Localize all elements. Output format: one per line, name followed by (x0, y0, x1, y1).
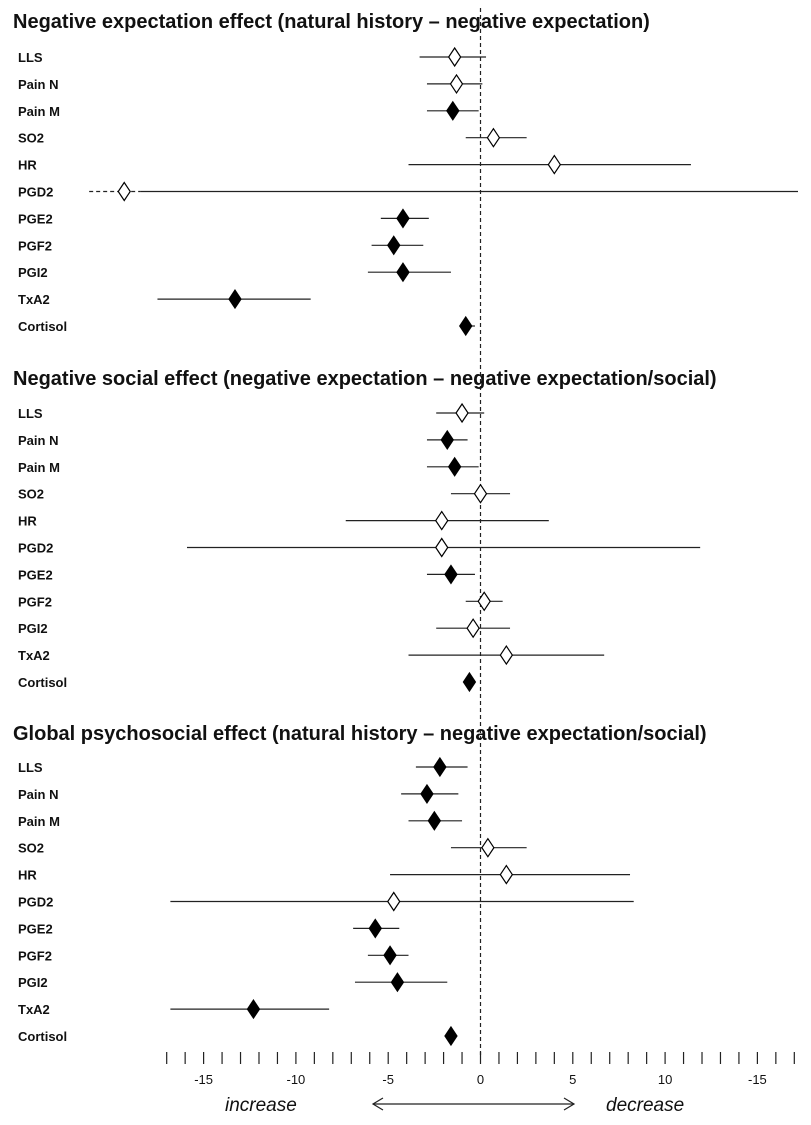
row-label-lls: LLS (18, 406, 43, 421)
estimate-marker-filled (388, 236, 400, 254)
estimate-marker-open (500, 646, 512, 664)
row-label-pgf2: PGF2 (18, 948, 52, 963)
row-label-pgd2: PGD2 (18, 895, 53, 910)
estimate-marker-open (436, 539, 448, 557)
estimate-marker-filled (391, 973, 403, 991)
estimate-marker-open (449, 48, 461, 66)
panel-title-2: Negative social effect (negative expecta… (13, 368, 717, 390)
estimate-marker-filled (449, 458, 461, 476)
estimate-marker-filled (447, 102, 459, 120)
row-label-pgi2: PGI2 (18, 975, 48, 990)
axis-tick-label: -15 (194, 1072, 213, 1087)
row-label-pge2: PGE2 (18, 567, 53, 582)
row-label-pgd2: PGD2 (18, 541, 53, 556)
estimate-marker-open (118, 183, 130, 201)
panel-title-3: Global psychosocial effect (natural hist… (13, 723, 707, 745)
estimate-marker-open (478, 592, 490, 610)
estimate-marker-filled (441, 431, 453, 449)
estimate-marker-filled (229, 290, 241, 308)
row-label-hr: HR (18, 514, 37, 529)
row-label-pain-m: Pain M (18, 814, 60, 829)
axis-tick-label: -10 (287, 1072, 306, 1087)
row-label-txa2: TxA2 (18, 648, 50, 663)
estimate-marker-open (487, 129, 499, 147)
row-label-pgi2: PGI2 (18, 265, 48, 280)
row-label-hr: HR (18, 868, 37, 883)
estimate-marker-filled (434, 758, 446, 776)
axis-tick-label: 5 (569, 1072, 576, 1087)
row-label-pge2: PGE2 (18, 211, 53, 226)
estimate-marker-filled (384, 946, 396, 964)
estimate-marker-filled (428, 812, 440, 830)
estimate-marker-filled (247, 1000, 259, 1018)
row-label-txa2: TxA2 (18, 1002, 50, 1017)
estimate-marker-filled (397, 209, 409, 227)
estimate-marker-open (482, 839, 494, 857)
axis-tick-label: 0 (477, 1072, 484, 1087)
row-label-so2: SO2 (18, 131, 44, 146)
axis-tick-label: -5 (382, 1072, 394, 1087)
row-label-pain-m: Pain M (18, 104, 60, 119)
row-label-cortisol: Cortisol (18, 675, 67, 690)
estimate-marker-open (475, 485, 487, 503)
estimate-marker-open (548, 156, 560, 174)
estimate-marker-open (436, 512, 448, 530)
axis-tick-label: 10 (658, 1072, 672, 1087)
axis-tick-label: -15 (748, 1072, 767, 1087)
estimate-marker-open (451, 75, 463, 93)
estimate-marker-filled (397, 263, 409, 281)
row-label-lls: LLS (18, 760, 43, 775)
row-label-lls: LLS (18, 50, 43, 65)
estimate-marker-filled (463, 673, 475, 691)
estimate-marker-filled (369, 919, 381, 937)
row-label-pgf2: PGF2 (18, 238, 52, 253)
row-label-so2: SO2 (18, 841, 44, 856)
estimate-marker-filled (445, 1027, 457, 1045)
row-label-pain-n: Pain N (18, 77, 58, 92)
row-label-pgf2: PGF2 (18, 594, 52, 609)
row-label-pge2: PGE2 (18, 921, 53, 936)
estimate-marker-open (388, 893, 400, 911)
panel-title-1: Negative expectation effect (natural his… (13, 11, 650, 33)
row-label-pgi2: PGI2 (18, 621, 48, 636)
estimate-marker-open (467, 619, 479, 637)
row-label-pain-n: Pain N (18, 433, 58, 448)
row-label-pain-m: Pain M (18, 460, 60, 475)
row-label-hr: HR (18, 158, 37, 173)
estimate-marker-filled (460, 317, 472, 335)
row-label-pgd2: PGD2 (18, 185, 53, 200)
direction-label-left: increase (225, 1095, 297, 1116)
estimate-marker-open (500, 866, 512, 884)
estimate-marker-open (456, 404, 468, 422)
estimate-marker-filled (421, 785, 433, 803)
estimate-marker-filled (445, 565, 457, 583)
row-label-so2: SO2 (18, 487, 44, 502)
row-label-pain-n: Pain N (18, 787, 58, 802)
row-label-cortisol: Cortisol (18, 319, 67, 334)
direction-label-right: decrease (606, 1095, 684, 1116)
row-label-cortisol: Cortisol (18, 1029, 67, 1044)
row-label-txa2: TxA2 (18, 292, 50, 307)
